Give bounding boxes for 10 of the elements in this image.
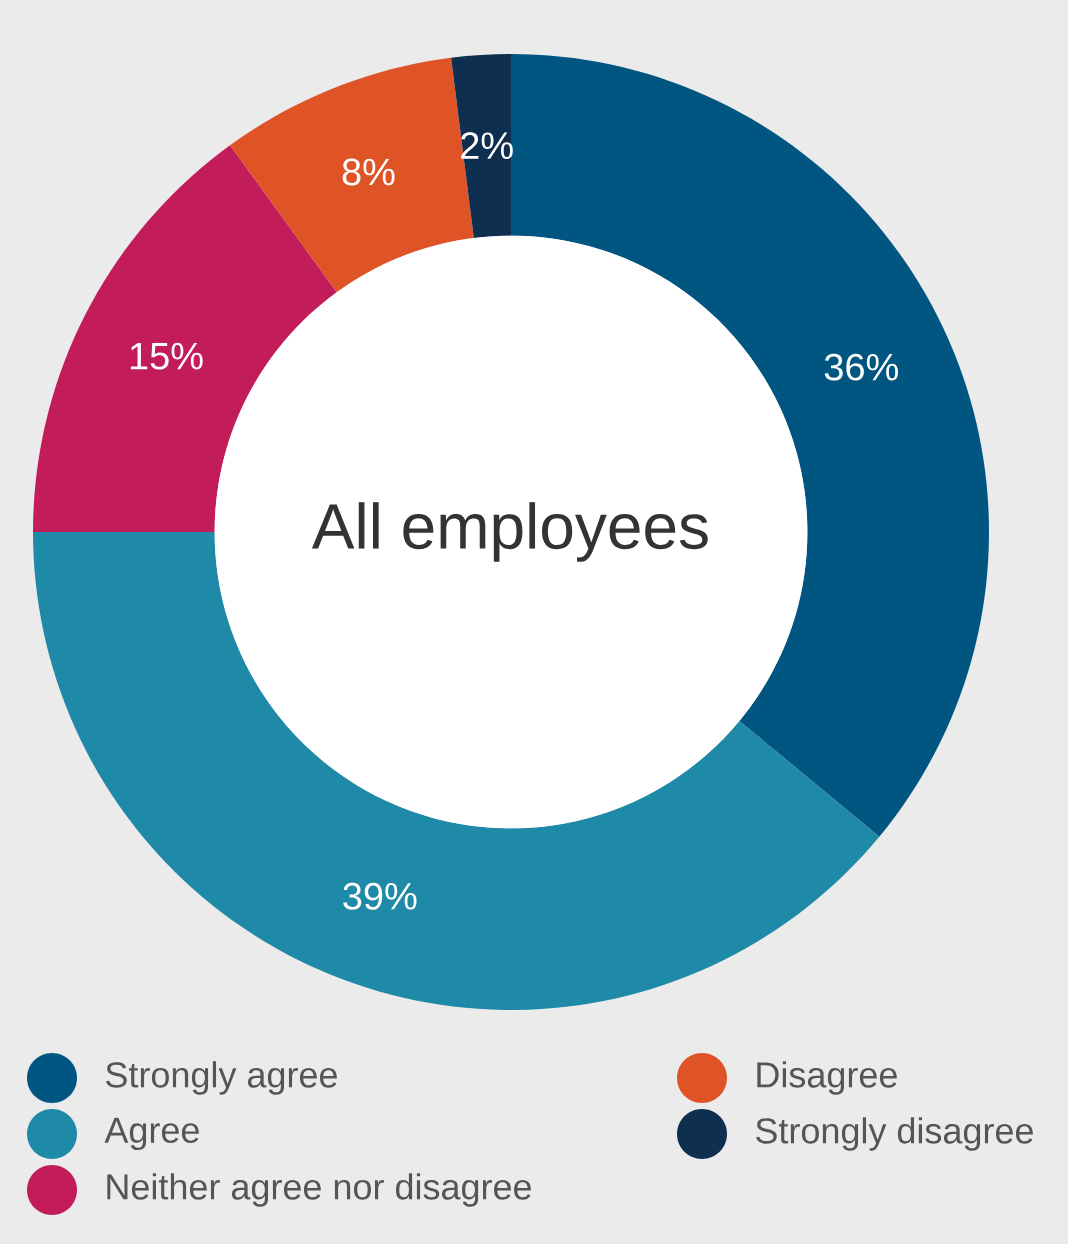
legend-label: Disagree [757,1061,897,1095]
legend-label: Strongly disagree [756,1117,1033,1151]
legend-label: Neither agree nor disagree [107,1173,531,1207]
data-label: 8% [342,158,395,186]
legend-label: Strongly agree [106,1061,337,1095]
text: All employees [311,502,708,562]
data-label: 39% [343,882,417,910]
legend-label: Agree [104,1117,199,1151]
data-label: 36% [824,353,898,381]
data-label: 15% [130,342,203,370]
